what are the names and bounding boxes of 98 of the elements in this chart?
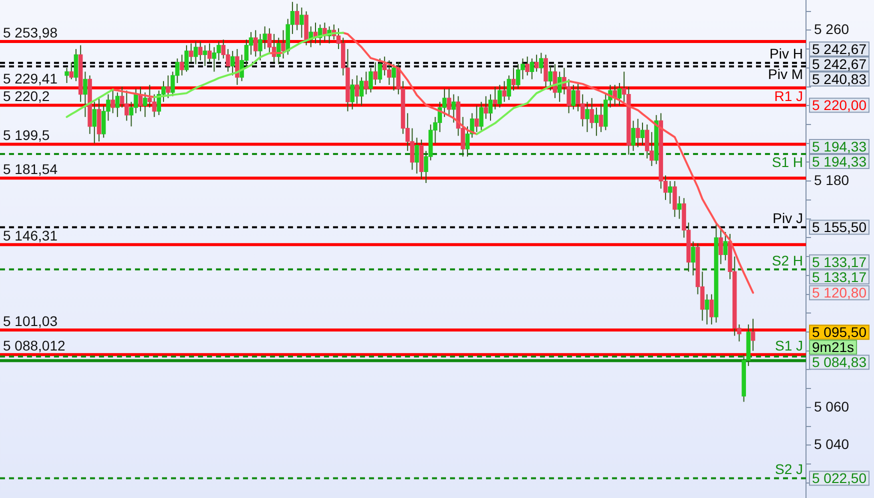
candlestick [571,84,576,110]
candlestick [364,71,368,95]
y-tick-label: 5 060 [814,398,850,414]
text: 5 133,17 [812,254,867,270]
candlestick [544,54,548,88]
text: 5 133,17 [812,268,867,285]
candlestick [525,56,530,76]
candlestick [392,64,396,92]
ref-line-label: 5 253,98 [3,24,58,40]
text: 5 095,50 [812,324,867,340]
ref-line-label: Piv M [768,66,803,82]
candlestick [64,67,69,84]
y-tick-label: 5 180 [814,172,850,188]
candlestick [267,28,272,54]
candlestick [414,137,419,174]
candlestick [110,90,115,114]
candlestick [598,103,604,133]
candlestick [202,44,208,67]
candlestick [474,105,479,133]
ref-line-label: 5 229,41 [3,70,58,87]
candlestick [709,294,714,325]
candlestick [230,50,235,76]
candlestick [498,84,502,108]
candlestick [446,88,452,116]
text: 5 220,00 [812,97,867,114]
candlestick [180,54,184,76]
candlestick [506,74,512,100]
candlestick [207,42,212,63]
text: 5 084,83 [812,354,867,370]
candlestick [184,44,189,72]
ref-line-label: 5 101,03 [3,312,58,329]
candlestick [378,58,382,84]
candlestick [750,318,756,352]
candlestick [594,107,599,136]
candlestick [354,74,360,104]
ref-line-label: S2 H [772,252,803,268]
candlestick [640,122,645,146]
ref-line-label: Piv J [772,210,804,226]
text: 9m21s [812,339,854,356]
y-tick-label: 5 040 [814,436,850,452]
candlestick [294,3,300,31]
candlestick [617,82,622,106]
ref-line-label: 5 181,54 [3,161,58,178]
candlestick [636,118,640,148]
candlestick [350,78,354,110]
candlestick [488,94,493,122]
candlestick [166,74,170,99]
candlestick [677,196,682,220]
candlestick [452,94,456,124]
candlestick [668,180,672,204]
ref-line-label: 5 199,5 [3,127,50,144]
text: 5 022,50 [812,470,867,486]
ref-line-label: 5 146,31 [3,228,58,244]
candlestick [253,30,258,58]
candlestick [548,66,553,92]
text: 5 194,33 [812,153,867,170]
candlestick [530,58,534,80]
candlestick [74,48,78,82]
candlestick [92,101,97,144]
annotation: R1 J [774,88,804,104]
candlestick [631,120,636,152]
candlestick [359,76,364,106]
candlestick [189,42,194,63]
candlestick [672,180,677,218]
candlestick [115,92,120,118]
y-tick-label: 5 260 [814,21,850,38]
candlestick [235,48,240,86]
candlestick [502,80,506,102]
candlestick [368,67,373,93]
ref-line-label: S1 J [774,337,803,354]
candlestick [281,30,286,59]
candlestick [691,240,696,276]
text: 5 240,83 [812,70,867,87]
candlestick [704,294,710,325]
candlestick [492,86,498,110]
candlestick [484,96,488,120]
candlestick [718,228,723,265]
candlestick [194,41,198,65]
ref-line-label: 5 220,2 [3,88,50,104]
candlestick [300,7,304,38]
ref-line-label: Piv H [770,46,804,62]
ref-line-label: S2 J [774,461,803,478]
candlestick [198,41,202,61]
candlestick [539,52,544,74]
text: 5 194,33 [812,138,867,154]
candlestick [373,62,378,86]
text: 5 120,80 [812,284,867,301]
candlestick [83,71,88,118]
text: 5 242,67 [812,40,867,57]
candlestick [723,232,728,261]
text: 5 155,50 [812,219,867,236]
ref-line-label: S1 H [772,154,803,170]
candlestick [590,98,594,129]
candlestick [142,92,148,118]
text: 5 242,67 [812,56,867,72]
candlestick [585,101,590,133]
ref-line-label: 5 088,012 [3,337,66,354]
candlestick [479,101,484,131]
